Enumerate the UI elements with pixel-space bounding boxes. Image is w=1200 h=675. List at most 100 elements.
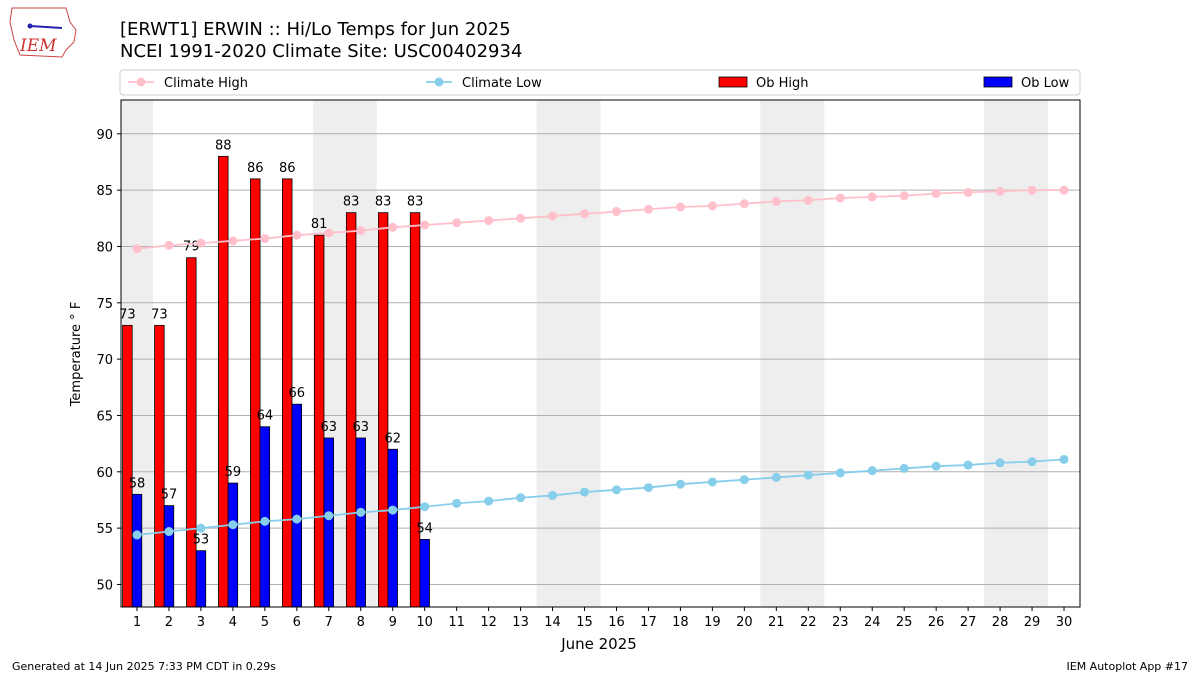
line-marker — [580, 209, 590, 219]
line-marker — [675, 202, 685, 212]
data-label: 86 — [247, 161, 264, 176]
line-marker — [260, 234, 270, 244]
line-marker — [739, 475, 749, 485]
line-marker — [452, 498, 462, 508]
x-tick-label: 12 — [480, 615, 497, 630]
line-marker — [420, 502, 430, 512]
logo-text: IEM — [19, 36, 57, 56]
x-tick-label: 4 — [229, 615, 237, 630]
data-label: 83 — [375, 195, 392, 210]
y-tick-label: 80 — [96, 240, 113, 255]
line-marker — [196, 523, 206, 533]
x-tick-label: 19 — [704, 615, 721, 630]
y-tick-label: 70 — [96, 353, 113, 368]
x-tick-label: 23 — [832, 615, 849, 630]
data-label: 53 — [193, 533, 210, 548]
line-marker — [196, 238, 206, 248]
y-tick-label: 85 — [96, 184, 113, 199]
y-tick-label: 55 — [96, 522, 113, 537]
x-tick-label: 28 — [992, 615, 1009, 630]
line-marker — [228, 236, 238, 246]
bar — [195, 550, 207, 608]
logo-outline — [9, 7, 77, 58]
line-marker — [931, 189, 941, 199]
bar — [259, 426, 271, 608]
x-tick-label: 15 — [576, 615, 593, 630]
x-tick-label: 24 — [864, 615, 881, 630]
x-tick-label: 29 — [1024, 615, 1041, 630]
bar — [131, 493, 143, 608]
y-tick-label: 60 — [96, 466, 113, 481]
data-label: 62 — [384, 431, 401, 446]
line-marker — [611, 207, 621, 217]
x-tick-label: 30 — [1056, 615, 1073, 630]
data-label: 83 — [407, 195, 424, 210]
bar — [377, 212, 389, 608]
line-marker — [484, 216, 494, 226]
data-label: 73 — [119, 307, 136, 322]
legend-swatch — [718, 76, 748, 88]
line-marker — [707, 201, 717, 211]
line-marker — [835, 468, 845, 478]
legend-swatch — [983, 76, 1013, 88]
x-tick-label: 10 — [416, 615, 433, 630]
x-tick-label: 6 — [293, 615, 301, 630]
line-marker — [548, 211, 558, 221]
x-tick-label: 17 — [640, 615, 657, 630]
data-label: 86 — [279, 161, 296, 176]
bar — [154, 324, 165, 608]
data-label: 54 — [416, 521, 433, 536]
x-tick-label: 21 — [768, 615, 785, 630]
legend-box — [119, 69, 1081, 96]
bar — [227, 482, 239, 608]
chart-title: [ERWT1] ERWIN :: Hi/Lo Temps for Jun 202… — [120, 19, 511, 40]
line-marker — [803, 470, 813, 480]
x-tick-label: 9 — [389, 615, 397, 630]
data-label: 73 — [151, 307, 168, 322]
line-marker — [963, 460, 973, 470]
legend-marker — [434, 77, 444, 87]
line-marker — [867, 192, 877, 202]
line-marker — [995, 186, 1005, 196]
line-marker — [292, 514, 302, 524]
line-marker — [739, 199, 749, 209]
y-tick-label: 90 — [96, 128, 113, 143]
bar — [409, 212, 421, 608]
line-marker — [452, 218, 462, 228]
line-marker — [707, 477, 717, 487]
bar — [345, 212, 357, 608]
legend-label: Ob Low — [1021, 76, 1070, 91]
line-marker — [548, 490, 558, 500]
data-label: 58 — [129, 476, 146, 491]
weekend-shade — [536, 100, 601, 607]
line-marker — [995, 458, 1005, 468]
bar — [250, 178, 261, 608]
line-marker — [388, 222, 398, 232]
line-marker — [675, 479, 685, 489]
line-marker — [643, 204, 653, 214]
chart-subtitle: NCEI 1991-2020 Climate Site: USC00402934 — [120, 41, 522, 62]
x-tick-label: 2 — [165, 615, 173, 630]
line-marker — [1059, 454, 1069, 464]
y-tick-label: 50 — [96, 578, 113, 593]
bar — [122, 324, 133, 608]
footer-left: Generated at 14 Jun 2025 7:33 PM CDT in … — [12, 660, 276, 673]
x-tick-label: 8 — [357, 615, 365, 630]
x-tick-label: 16 — [608, 615, 625, 630]
line-marker — [611, 485, 621, 495]
weekend-shade — [984, 100, 1049, 607]
x-tick-label: 27 — [960, 615, 977, 630]
line-marker — [484, 496, 494, 506]
bar — [218, 155, 229, 608]
weekend-shade — [760, 100, 825, 607]
x-tick-label: 22 — [800, 615, 817, 630]
line-marker — [1027, 457, 1037, 467]
x-tick-label: 26 — [928, 615, 945, 630]
data-label: 88 — [215, 138, 232, 153]
x-axis-label: June 2025 — [560, 635, 637, 653]
line-marker — [771, 196, 781, 206]
x-tick-label: 25 — [896, 615, 913, 630]
bar — [186, 257, 197, 608]
data-label: 59 — [225, 465, 242, 480]
